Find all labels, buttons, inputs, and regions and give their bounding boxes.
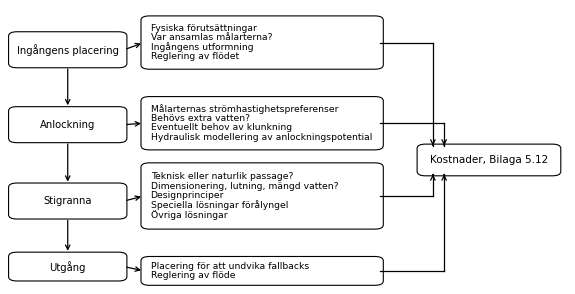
Text: Dimensionering, lutning, mängd vatten?: Dimensionering, lutning, mängd vatten?: [151, 182, 338, 191]
Text: Ingångens utformning: Ingångens utformning: [151, 42, 253, 52]
FancyBboxPatch shape: [417, 144, 561, 176]
Text: Designprinciper: Designprinciper: [151, 191, 224, 201]
Text: Reglering av flödet: Reglering av flödet: [151, 52, 239, 61]
Text: Kostnader, Bilaga 5.12: Kostnader, Bilaga 5.12: [430, 155, 548, 165]
FancyBboxPatch shape: [9, 183, 127, 219]
Text: Fysiska förutsättningar: Fysiska förutsättningar: [151, 24, 256, 33]
Text: Behövs extra vatten?: Behövs extra vatten?: [151, 114, 250, 123]
Text: Teknisk eller naturlik passage?: Teknisk eller naturlik passage?: [151, 173, 293, 181]
Text: Speciella lösningar förålyngel: Speciella lösningar förålyngel: [151, 201, 288, 211]
Text: Ingångens placering: Ingångens placering: [17, 44, 118, 56]
Text: Anlockning: Anlockning: [40, 120, 95, 130]
FancyBboxPatch shape: [9, 252, 127, 281]
Text: Eventuellt behov av klunkning: Eventuellt behov av klunkning: [151, 123, 292, 133]
FancyBboxPatch shape: [141, 256, 384, 285]
FancyBboxPatch shape: [9, 32, 127, 68]
Text: Placering för att undvika fallbacks: Placering för att undvika fallbacks: [151, 262, 309, 271]
Text: Övriga lösningar: Övriga lösningar: [151, 210, 227, 220]
Text: Hydraulisk modellering av anlockningspotential: Hydraulisk modellering av anlockningspot…: [151, 133, 372, 142]
Text: Reglering av flöde: Reglering av flöde: [151, 271, 235, 280]
Text: Utgång: Utgång: [49, 260, 86, 273]
FancyBboxPatch shape: [141, 163, 384, 229]
FancyBboxPatch shape: [9, 107, 127, 143]
Text: Var ansamlas målarterna?: Var ansamlas målarterna?: [151, 33, 272, 42]
FancyBboxPatch shape: [141, 16, 384, 69]
Text: Stigranna: Stigranna: [44, 196, 92, 206]
Text: Målarternas strömhastighetspreferenser: Målarternas strömhastighetspreferenser: [151, 104, 338, 114]
FancyBboxPatch shape: [141, 96, 384, 150]
